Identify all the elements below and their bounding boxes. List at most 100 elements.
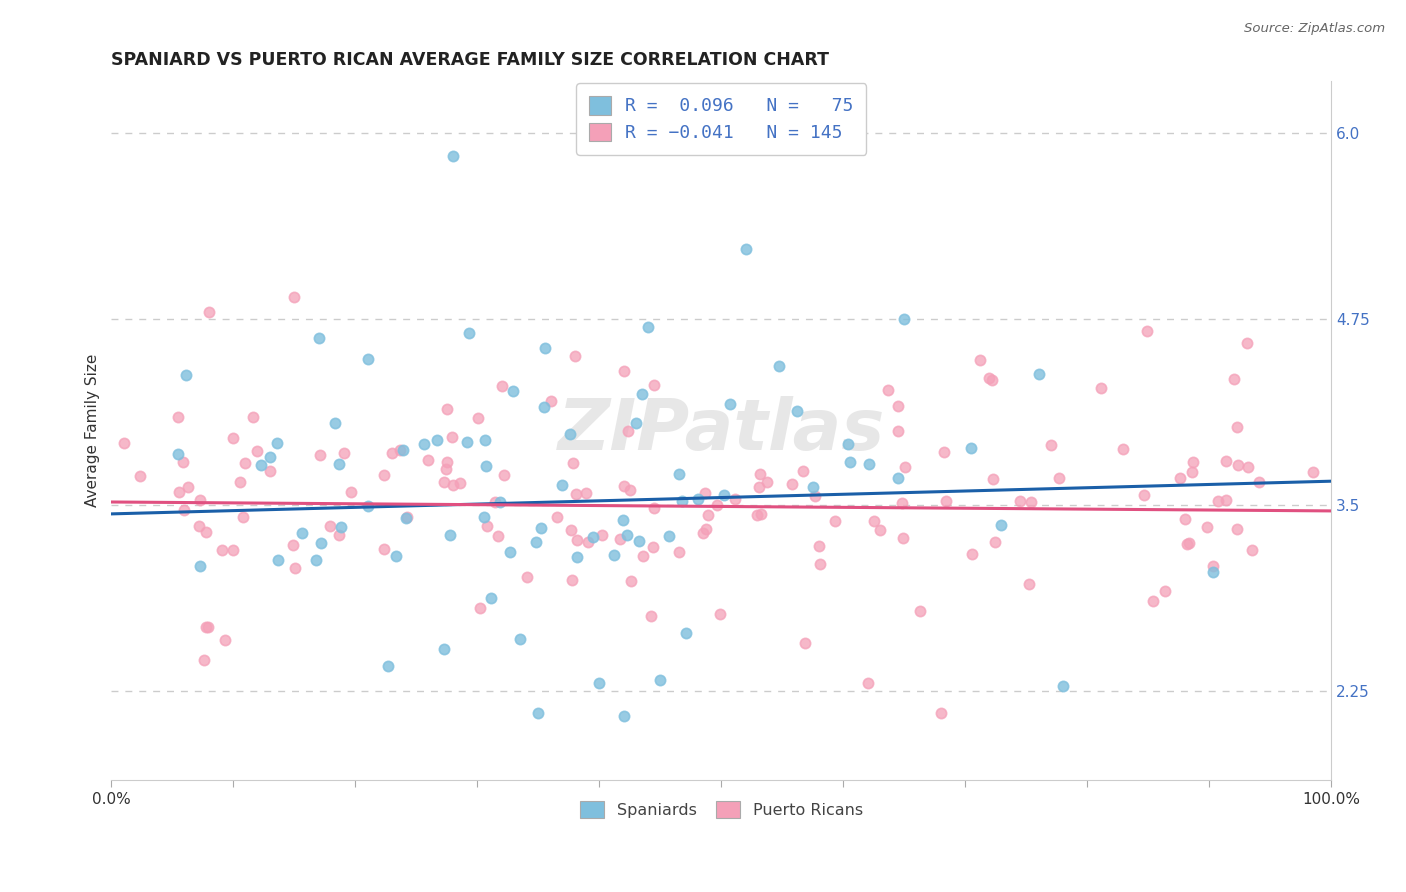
Point bbox=[748, 480, 770, 494]
Point bbox=[1111, 442, 1133, 456]
Point bbox=[474, 459, 496, 474]
Point bbox=[929, 706, 952, 720]
Point bbox=[1240, 543, 1263, 558]
Point bbox=[540, 393, 562, 408]
Point bbox=[1039, 438, 1062, 452]
Point bbox=[624, 416, 647, 430]
Point bbox=[1168, 471, 1191, 485]
Point bbox=[977, 370, 1000, 384]
Point bbox=[693, 486, 716, 500]
Text: ZIPatlas: ZIPatlas bbox=[558, 396, 884, 465]
Point bbox=[643, 377, 665, 392]
Point bbox=[658, 529, 681, 543]
Point bbox=[886, 399, 908, 413]
Point bbox=[862, 514, 884, 528]
Point bbox=[628, 533, 651, 548]
Point bbox=[1215, 454, 1237, 468]
Point bbox=[283, 290, 305, 304]
Point bbox=[1202, 558, 1225, 573]
Point bbox=[283, 538, 305, 552]
Point bbox=[318, 519, 340, 533]
Point bbox=[856, 676, 879, 690]
Point bbox=[172, 455, 194, 469]
Point bbox=[637, 319, 659, 334]
Point bbox=[1052, 679, 1074, 693]
Point bbox=[434, 462, 457, 476]
Point bbox=[749, 507, 772, 521]
Point bbox=[643, 501, 665, 516]
Point bbox=[1028, 367, 1050, 381]
Point bbox=[1206, 493, 1229, 508]
Point bbox=[385, 549, 408, 564]
Y-axis label: Average Family Size: Average Family Size bbox=[86, 354, 100, 508]
Point bbox=[197, 620, 219, 634]
Point bbox=[1010, 493, 1032, 508]
Point bbox=[613, 709, 636, 723]
Point bbox=[959, 441, 981, 455]
Point bbox=[1174, 512, 1197, 526]
Point bbox=[1215, 493, 1237, 508]
Point bbox=[869, 524, 891, 538]
Point bbox=[616, 528, 638, 542]
Point bbox=[377, 658, 399, 673]
Point bbox=[603, 548, 626, 562]
Point bbox=[305, 552, 328, 566]
Point bbox=[441, 478, 464, 492]
Point bbox=[562, 456, 585, 470]
Point bbox=[582, 530, 605, 544]
Point bbox=[373, 541, 395, 556]
Point bbox=[561, 573, 583, 587]
Point bbox=[432, 475, 454, 489]
Point bbox=[780, 476, 803, 491]
Point bbox=[373, 467, 395, 482]
Point bbox=[613, 479, 636, 493]
Point bbox=[328, 527, 350, 541]
Point bbox=[449, 475, 471, 490]
Point bbox=[436, 455, 458, 469]
Point bbox=[291, 526, 314, 541]
Point bbox=[1226, 458, 1249, 472]
Point bbox=[692, 526, 714, 541]
Point bbox=[214, 632, 236, 647]
Point bbox=[242, 410, 264, 425]
Point bbox=[893, 312, 915, 326]
Point bbox=[576, 534, 599, 549]
Point bbox=[706, 498, 728, 512]
Point bbox=[472, 509, 495, 524]
Point bbox=[1181, 465, 1204, 479]
Point bbox=[1202, 565, 1225, 579]
Point bbox=[246, 444, 269, 458]
Point bbox=[1154, 583, 1177, 598]
Point bbox=[173, 503, 195, 517]
Point bbox=[1222, 371, 1244, 385]
Point bbox=[887, 424, 910, 438]
Point bbox=[516, 570, 538, 584]
Point bbox=[858, 458, 880, 472]
Point bbox=[641, 540, 664, 554]
Point bbox=[467, 410, 489, 425]
Point bbox=[439, 527, 461, 541]
Point bbox=[190, 559, 212, 574]
Point bbox=[328, 457, 350, 471]
Point bbox=[877, 383, 900, 397]
Point bbox=[564, 349, 586, 363]
Point bbox=[250, 458, 273, 472]
Point bbox=[491, 379, 513, 393]
Point bbox=[1018, 577, 1040, 591]
Point bbox=[807, 540, 830, 554]
Point bbox=[283, 561, 305, 575]
Point bbox=[688, 492, 710, 507]
Point bbox=[474, 433, 496, 447]
Point bbox=[489, 495, 512, 509]
Point bbox=[749, 467, 772, 481]
Point bbox=[502, 384, 524, 398]
Point bbox=[356, 352, 378, 367]
Point bbox=[167, 409, 190, 424]
Point bbox=[1047, 470, 1070, 484]
Point bbox=[533, 400, 555, 414]
Point bbox=[229, 475, 252, 490]
Point bbox=[475, 519, 498, 533]
Point bbox=[492, 468, 515, 483]
Point bbox=[894, 460, 917, 475]
Point bbox=[177, 480, 200, 494]
